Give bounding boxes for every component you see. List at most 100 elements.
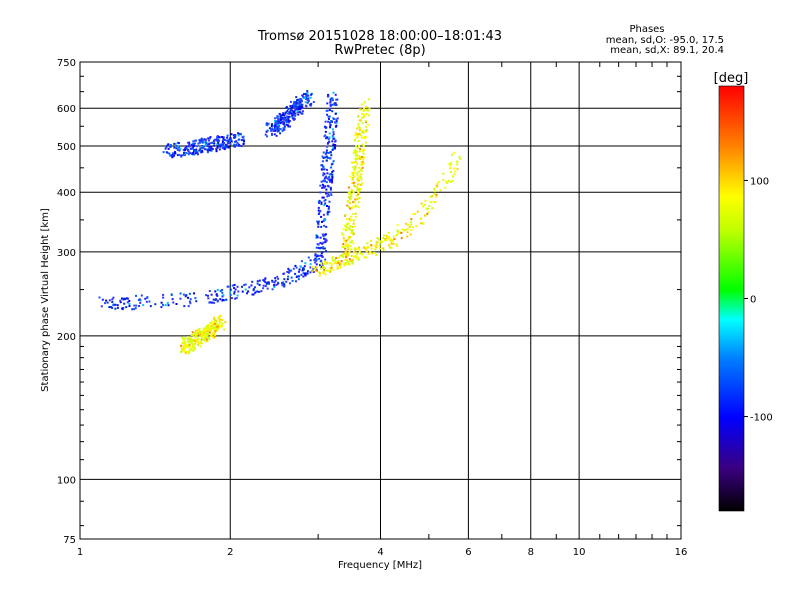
data-point	[316, 254, 319, 257]
data-point	[274, 129, 277, 132]
data-point	[265, 122, 268, 125]
data-point	[320, 201, 323, 204]
data-point	[187, 350, 190, 353]
data-point	[183, 305, 186, 308]
data-point	[357, 125, 360, 128]
data-point	[348, 236, 351, 238]
data-point	[182, 337, 185, 340]
data-point	[171, 154, 174, 157]
data-point	[184, 147, 187, 150]
colorbar-gradient	[718, 85, 745, 512]
data-point	[367, 109, 370, 112]
data-point	[327, 120, 330, 123]
data-point	[212, 298, 215, 301]
data-point	[309, 259, 312, 262]
y-tick-label: 400	[57, 188, 76, 199]
data-point	[350, 192, 353, 195]
data-point	[169, 154, 172, 157]
data-point	[207, 137, 210, 140]
data-point	[366, 246, 369, 249]
data-point	[233, 144, 236, 147]
data-point	[193, 339, 196, 342]
colorbar-tick-label: 0	[750, 295, 756, 306]
data-point	[187, 141, 190, 144]
data-point	[138, 305, 141, 307]
data-point	[303, 265, 306, 268]
data-point	[204, 335, 207, 338]
data-point	[332, 130, 335, 133]
data-point	[400, 237, 403, 240]
data-point	[357, 133, 359, 136]
y-tick-label: 100	[57, 475, 76, 486]
data-point	[332, 169, 335, 172]
data-point	[274, 117, 277, 120]
data-point	[289, 109, 292, 112]
data-point	[179, 147, 182, 150]
data-point	[354, 198, 357, 201]
data-point	[361, 166, 364, 169]
data-point	[444, 181, 447, 184]
data-point	[266, 287, 269, 290]
data-point	[217, 323, 220, 326]
data-point	[242, 143, 245, 145]
data-point	[327, 93, 330, 96]
data-point	[315, 269, 318, 272]
data-point	[283, 122, 285, 125]
data-point	[320, 180, 323, 183]
data-point	[183, 350, 185, 353]
data-point	[195, 300, 198, 303]
data-point	[348, 198, 351, 201]
data-point	[235, 140, 238, 143]
data-point	[188, 337, 191, 340]
data-point	[329, 188, 332, 191]
data-point	[356, 146, 359, 149]
data-point	[286, 278, 289, 281]
data-point	[296, 110, 299, 113]
data-point	[344, 241, 347, 244]
data-point	[98, 296, 101, 299]
data-point	[262, 287, 265, 290]
data-point	[353, 225, 356, 228]
data-point	[385, 239, 388, 242]
data-point	[223, 138, 226, 141]
data-point	[360, 156, 363, 159]
phase-box: Phases mean, sd,O: -95.0, 17.5 mean, sd,…	[606, 24, 724, 56]
data-point	[307, 94, 310, 97]
data-point	[205, 294, 208, 297]
data-point	[301, 110, 304, 113]
data-point	[226, 134, 229, 137]
data-point	[244, 288, 247, 291]
y-tick-label: 600	[57, 104, 76, 115]
data-point	[358, 196, 361, 199]
data-point	[276, 275, 279, 278]
data-point	[203, 141, 206, 144]
data-point	[337, 256, 340, 259]
colorbar: [deg] 100 0 -100	[714, 71, 773, 512]
data-point	[209, 137, 211, 140]
data-point	[325, 109, 328, 112]
data-point	[454, 170, 457, 173]
data-point	[248, 286, 251, 289]
data-point	[167, 143, 170, 146]
data-point	[336, 98, 339, 101]
data-point	[329, 126, 332, 129]
data-point	[331, 149, 334, 151]
data-point	[162, 303, 164, 306]
data-point	[214, 333, 217, 336]
data-point	[326, 261, 329, 264]
data-point	[373, 251, 376, 254]
data-point	[453, 167, 456, 170]
data-point	[173, 146, 176, 149]
data-point	[274, 279, 277, 282]
data-point	[270, 128, 273, 131]
data-point	[300, 273, 303, 276]
data-point	[342, 237, 345, 240]
data-point	[173, 142, 176, 145]
data-point	[363, 109, 365, 111]
data-point	[449, 171, 452, 174]
data-point	[275, 283, 278, 286]
data-point	[212, 322, 215, 325]
data-point	[357, 115, 360, 118]
data-point	[133, 308, 136, 311]
data-point	[359, 119, 362, 122]
